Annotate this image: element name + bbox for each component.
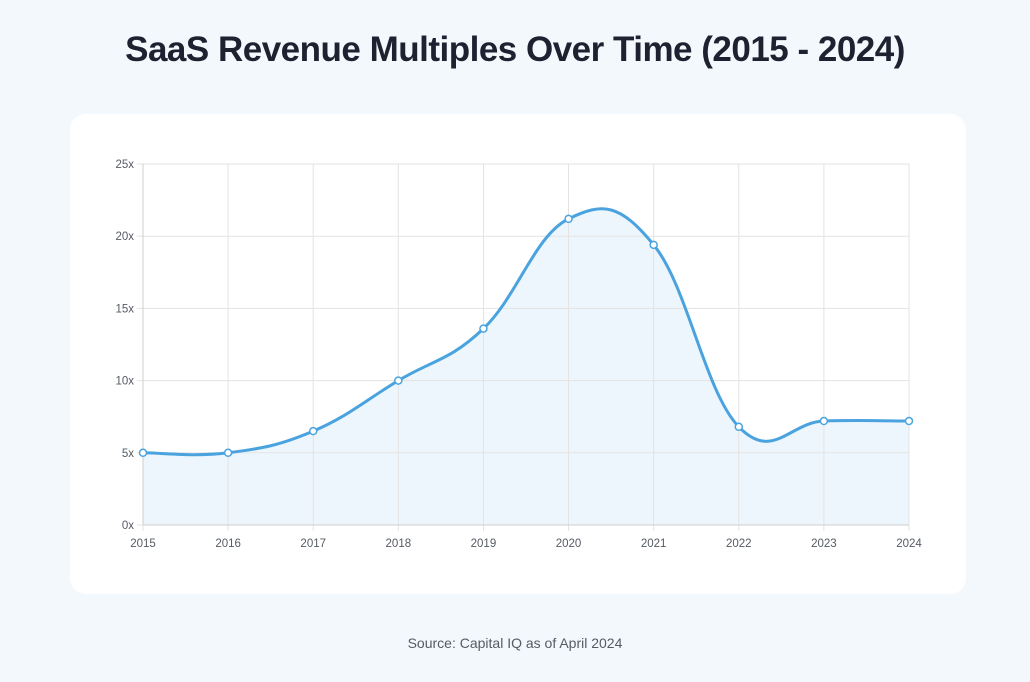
series-line bbox=[141, 207, 911, 457]
y-tick-label: 25x bbox=[115, 159, 134, 171]
series-area bbox=[143, 208, 909, 525]
x-tick-label: 2019 bbox=[471, 538, 497, 550]
source-note: Source: Capital IQ as of April 2024 bbox=[407, 635, 623, 651]
x-tick-label: 2015 bbox=[130, 538, 156, 550]
x-tick-label: 2021 bbox=[641, 538, 667, 550]
y-tick-label: 15x bbox=[115, 303, 134, 315]
y-tick-label: 5x bbox=[122, 448, 134, 460]
x-tick-label: 2022 bbox=[726, 538, 752, 550]
page-title: SaaS Revenue Multiples Over Time (2015 -… bbox=[125, 30, 905, 69]
data-point bbox=[308, 426, 318, 436]
x-tick-label: 2016 bbox=[215, 538, 241, 550]
data-point bbox=[138, 448, 148, 458]
data-point bbox=[734, 422, 744, 432]
y-tick-label: 0x bbox=[122, 520, 134, 532]
y-tick-label: 10x bbox=[115, 376, 134, 388]
y-tick-label: 20x bbox=[115, 231, 134, 243]
x-tick-label: 2020 bbox=[556, 538, 582, 550]
chart-card: 0x 5x 10x 15x 20x 25x 2015 2016 2017 2018 2019 2020… bbox=[70, 114, 966, 594]
data-point bbox=[904, 416, 914, 426]
data-point bbox=[819, 416, 829, 426]
line-chart: 0x 5x 10x 15x 20x 25x 2015 2016 2017 2018 2019 2020… bbox=[115, 159, 922, 550]
data-point bbox=[223, 448, 233, 458]
data-point bbox=[649, 240, 658, 250]
x-tick-label: 2024 bbox=[896, 538, 922, 550]
x-tick-label: 2023 bbox=[811, 538, 837, 550]
x-tick-label: 2018 bbox=[386, 538, 412, 550]
data-point bbox=[479, 324, 488, 333]
x-tick-label: 2017 bbox=[300, 538, 326, 550]
data-point bbox=[394, 376, 403, 385]
data-point bbox=[564, 214, 573, 224]
